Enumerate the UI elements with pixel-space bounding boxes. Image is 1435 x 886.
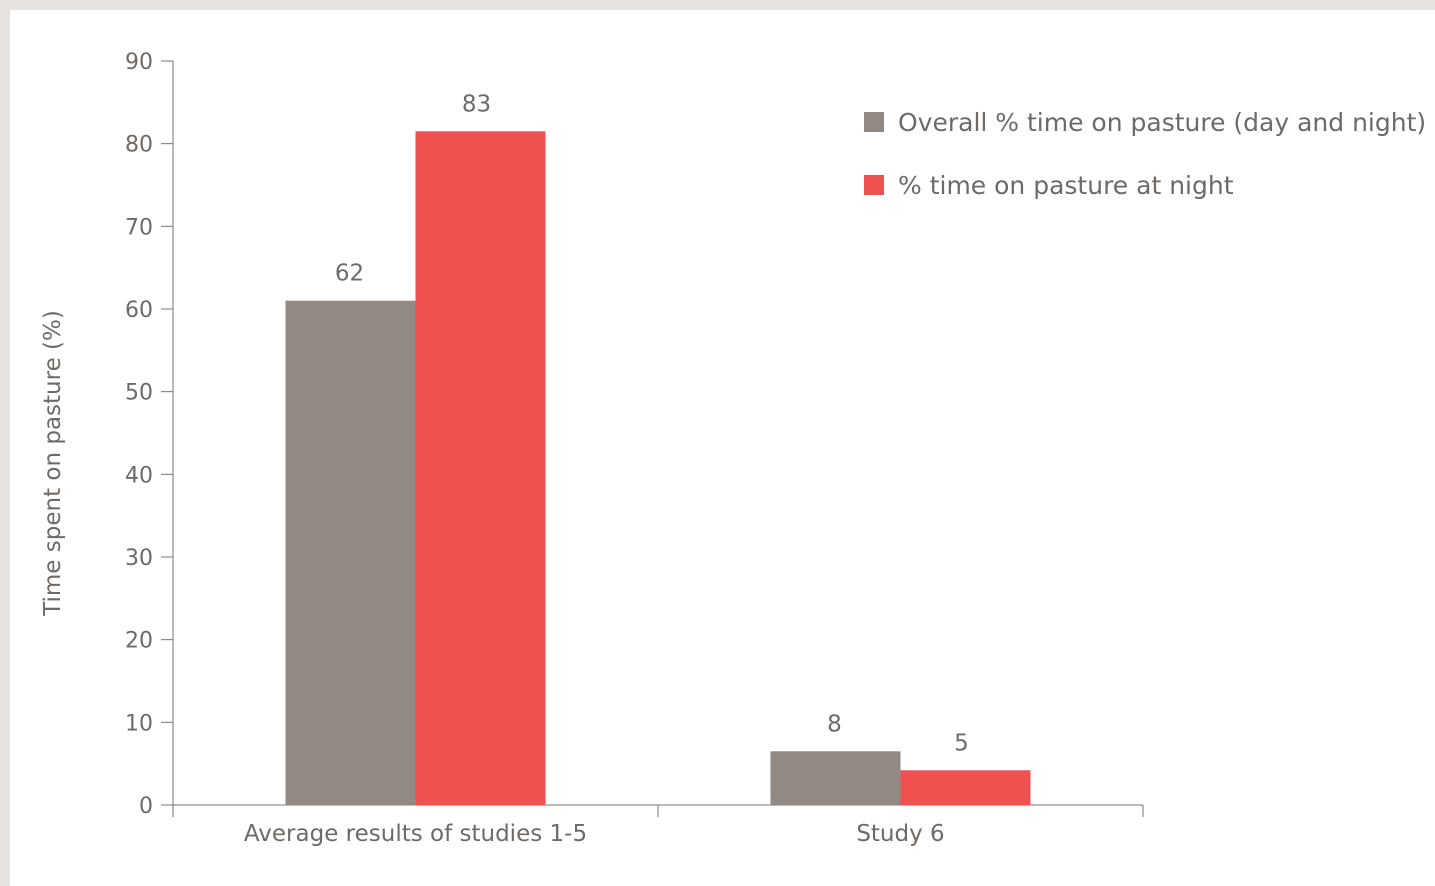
chart-legend: Overall % time on pasture (day and night… [864,108,1426,200]
legend-label: % time on pasture at night [898,171,1234,200]
y-tick-label: 80 [125,133,153,158]
chart-labels: 62 83 Average results of studies 1-5 8 5 Stud… [244,91,969,847]
y-tick-label: 30 [125,546,153,571]
chart-bars [285,131,1031,805]
y-tick-label: 70 [125,215,153,240]
y-tick-label: 20 [125,629,153,654]
x-category-label: Average results of studies 1-5 [244,821,587,847]
y-tick-label: 90 [125,50,153,75]
y-tick-label: 60 [125,298,153,323]
legend-swatch [864,175,884,195]
data-label: 5 [954,730,969,756]
y-tick-label: 40 [125,463,153,488]
data-label: 83 [462,91,491,117]
y-tick-label: 50 [125,381,153,406]
data-label: 62 [335,261,364,287]
legend-swatch [864,112,884,132]
bar [770,751,901,805]
y-tick-label: 10 [125,711,153,736]
bar [900,770,1031,805]
legend-label: Overall % time on pasture (day and night… [898,108,1426,137]
y-tick-label: 0 [139,794,153,819]
chart-axes: 0 10 20 30 40 50 60 70 80 90 [125,50,1144,819]
bar [285,300,416,805]
bar [415,131,546,805]
chart-panel [10,10,1435,886]
x-category-label: Study 6 [856,821,944,847]
data-label: 8 [827,711,842,737]
y-axis-title: Time spent on pasture (%) [40,310,66,617]
